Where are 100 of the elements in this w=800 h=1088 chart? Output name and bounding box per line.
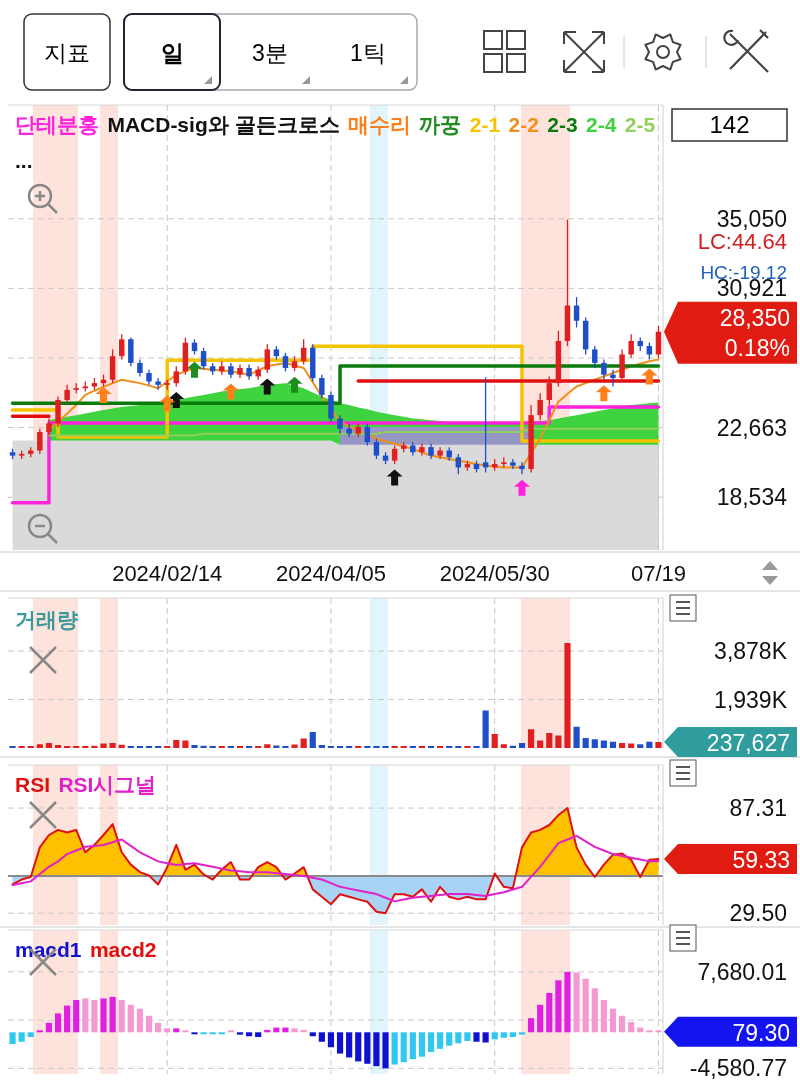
bar [245, 1032, 253, 1037]
bar [546, 992, 553, 1033]
bar [400, 1032, 407, 1063]
text: 거래량 [15, 608, 78, 631]
candlestick [118, 333, 125, 361]
bar [109, 743, 116, 748]
candlestick [510, 458, 516, 470]
candlestick [546, 375, 553, 406]
candlestick [109, 348, 116, 384]
bar [255, 1032, 262, 1038]
text: 2-3 [547, 113, 578, 136]
candlestick [610, 368, 616, 388]
candlestick [391, 444, 398, 465]
point [186, 361, 203, 378]
bar [300, 738, 307, 748]
text: 단테분홍 [15, 113, 99, 136]
bar [591, 739, 598, 748]
bar [355, 1032, 362, 1062]
y-tick-label: 18,534 [716, 484, 788, 511]
bar [45, 743, 53, 748]
x-tick-label: 07/19 [630, 561, 686, 586]
bar [409, 1032, 416, 1060]
bar [600, 740, 607, 748]
y-tick-label: 1,939K [714, 686, 788, 713]
bar [182, 1030, 189, 1033]
bar [209, 1032, 216, 1035]
candlestick [519, 461, 525, 475]
bar [518, 743, 526, 748]
bar [318, 745, 325, 748]
bar [100, 998, 107, 1033]
bar [200, 745, 207, 748]
candlestick [173, 365, 180, 388]
bar [309, 1032, 316, 1037]
bar [600, 1000, 607, 1033]
bar [609, 1008, 617, 1033]
text: 지표 [44, 40, 90, 66]
text: 59.33 [732, 846, 790, 873]
bar [591, 988, 598, 1033]
candlestick [264, 343, 270, 374]
text: 79.30 [732, 1019, 790, 1046]
series-label: RSI [15, 773, 51, 796]
text: 237,627 [706, 730, 790, 756]
y-tick-label: 87.31 [729, 795, 787, 822]
bar [9, 1032, 16, 1045]
bar [646, 741, 653, 748]
bar [655, 742, 662, 748]
bar [136, 1008, 143, 1033]
bar [455, 1032, 462, 1044]
bar [646, 1030, 653, 1033]
bar [573, 726, 580, 748]
bar [609, 741, 617, 748]
bar [528, 729, 535, 748]
bar [327, 1032, 335, 1048]
bar [537, 740, 544, 748]
candlestick [319, 374, 325, 399]
candlestick [419, 443, 425, 457]
bar [373, 1032, 380, 1067]
bar [391, 1032, 398, 1065]
bar [482, 710, 489, 748]
bar [537, 1004, 544, 1033]
candlestick [619, 348, 625, 383]
y-tick-label: 29.50 [729, 900, 787, 927]
bar [582, 738, 589, 748]
bar [318, 1032, 325, 1042]
point [513, 479, 530, 496]
bar [82, 998, 89, 1033]
point [286, 376, 303, 393]
bar [336, 1032, 344, 1054]
text: 142 [709, 111, 750, 138]
candlestick [55, 395, 61, 428]
text: 3분 [252, 40, 288, 66]
bar [309, 732, 316, 748]
candlestick [437, 446, 443, 460]
candlestick [328, 390, 334, 423]
bar [191, 745, 198, 748]
text: 1틱 [350, 40, 386, 66]
point [159, 395, 176, 412]
bar [64, 1005, 71, 1033]
bar [491, 1032, 498, 1040]
bar [546, 733, 553, 748]
candlestick [592, 345, 598, 369]
bar [528, 1018, 535, 1033]
bar [382, 1032, 389, 1069]
bar [164, 1028, 171, 1033]
line-series [11, 834, 660, 903]
bar [191, 1032, 198, 1035]
bar [236, 1032, 244, 1035]
x-tick-label: 2024/05/30 [439, 561, 550, 586]
point [168, 391, 185, 408]
candlestick [337, 414, 343, 435]
point [595, 385, 612, 402]
bar [91, 1000, 98, 1033]
bar [182, 740, 189, 748]
bar [618, 1015, 626, 1033]
candlestick [573, 296, 580, 329]
bar [91, 745, 98, 748]
bar [291, 744, 298, 748]
y-tick-label: 22,663 [716, 414, 787, 441]
bar [418, 1032, 426, 1057]
bar [500, 1032, 507, 1038]
